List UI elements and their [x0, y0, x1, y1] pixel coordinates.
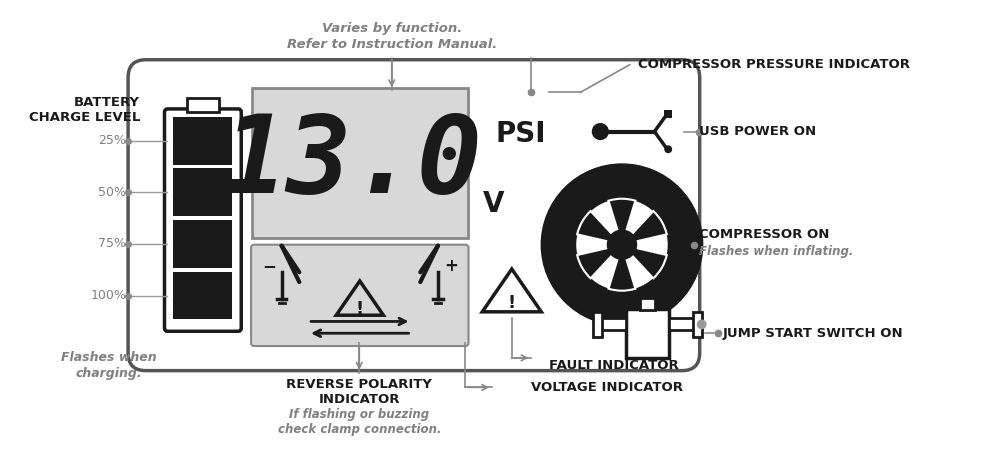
Wedge shape: [593, 203, 622, 245]
FancyBboxPatch shape: [593, 312, 602, 337]
FancyBboxPatch shape: [252, 88, 467, 238]
Circle shape: [664, 145, 672, 153]
Text: 75%: 75%: [98, 237, 126, 251]
Wedge shape: [593, 245, 622, 287]
Text: VOLTAGE INDICATOR: VOLTAGE INDICATOR: [531, 381, 684, 394]
Text: 50%: 50%: [98, 186, 126, 199]
Circle shape: [592, 124, 608, 140]
Text: −: −: [262, 257, 276, 275]
Wedge shape: [578, 236, 622, 253]
Wedge shape: [578, 245, 622, 278]
FancyBboxPatch shape: [173, 117, 232, 164]
FancyBboxPatch shape: [173, 272, 232, 319]
Text: If flashing or buzzing: If flashing or buzzing: [289, 409, 429, 421]
Text: INDICATOR: INDICATOR: [319, 393, 400, 405]
Text: USB POWER ON: USB POWER ON: [699, 125, 816, 138]
Circle shape: [541, 164, 703, 325]
Text: JUMP START SWITCH ON: JUMP START SWITCH ON: [722, 327, 903, 340]
Text: 25%: 25%: [98, 134, 126, 147]
FancyBboxPatch shape: [187, 98, 218, 112]
FancyBboxPatch shape: [640, 298, 655, 310]
FancyBboxPatch shape: [251, 245, 468, 346]
Text: BATTERY: BATTERY: [74, 96, 140, 109]
Text: COMPRESSOR ON: COMPRESSOR ON: [699, 228, 830, 241]
Text: 13.0: 13.0: [221, 110, 482, 216]
Text: CHARGE LEVEL: CHARGE LEVEL: [29, 111, 140, 124]
Text: COMPRESSOR PRESSURE INDICATOR: COMPRESSOR PRESSURE INDICATOR: [638, 58, 910, 71]
Text: charging.: charging.: [75, 367, 142, 380]
Text: +: +: [444, 257, 458, 275]
FancyBboxPatch shape: [173, 169, 232, 216]
Wedge shape: [622, 211, 667, 245]
Text: V: V: [483, 190, 505, 218]
Wedge shape: [622, 245, 667, 278]
Wedge shape: [622, 236, 666, 253]
Wedge shape: [608, 245, 636, 291]
Circle shape: [576, 198, 669, 291]
Circle shape: [607, 230, 637, 259]
Text: !: !: [356, 300, 364, 318]
Text: Varies by function.: Varies by function.: [322, 22, 461, 35]
FancyBboxPatch shape: [693, 312, 702, 337]
FancyBboxPatch shape: [128, 60, 700, 371]
Text: PSI: PSI: [495, 120, 545, 148]
Text: check clamp connection.: check clamp connection.: [277, 423, 441, 436]
FancyBboxPatch shape: [173, 220, 232, 268]
Text: FAULT INDICATOR: FAULT INDICATOR: [549, 359, 679, 372]
Text: Refer to Instruction Manual.: Refer to Instruction Manual.: [286, 39, 497, 52]
Text: Flashes when inflating.: Flashes when inflating.: [699, 245, 853, 258]
Text: !: !: [508, 294, 516, 312]
Wedge shape: [578, 211, 622, 245]
FancyBboxPatch shape: [669, 318, 694, 330]
FancyBboxPatch shape: [664, 110, 672, 118]
FancyBboxPatch shape: [601, 318, 626, 330]
Wedge shape: [608, 199, 636, 245]
Wedge shape: [622, 245, 651, 287]
Wedge shape: [622, 203, 651, 245]
Text: Flashes when: Flashes when: [61, 352, 156, 364]
Text: 100%: 100%: [91, 289, 126, 302]
FancyBboxPatch shape: [164, 109, 241, 331]
Circle shape: [697, 319, 707, 329]
Text: REVERSE POLARITY: REVERSE POLARITY: [286, 378, 432, 391]
FancyBboxPatch shape: [626, 308, 669, 358]
